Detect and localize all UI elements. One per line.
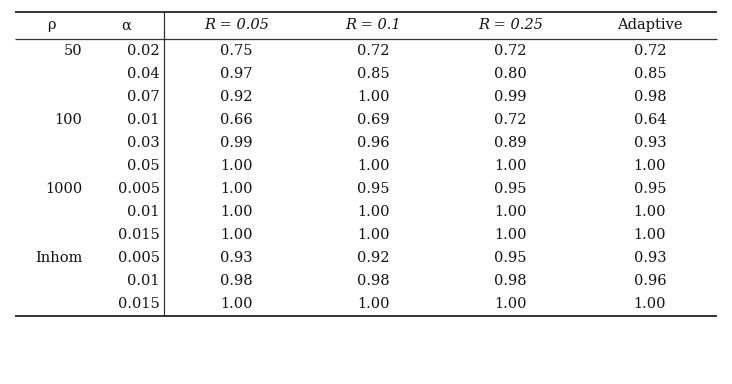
Text: 1.00: 1.00 bbox=[494, 159, 526, 173]
Text: 0.95: 0.95 bbox=[634, 182, 666, 196]
Text: 0.005: 0.005 bbox=[118, 251, 160, 265]
Text: 1.00: 1.00 bbox=[634, 228, 666, 242]
Text: 0.07: 0.07 bbox=[127, 90, 160, 104]
Text: 0.72: 0.72 bbox=[634, 44, 666, 58]
Text: 0.98: 0.98 bbox=[634, 90, 666, 104]
Text: 0.96: 0.96 bbox=[634, 274, 666, 288]
Text: 0.93: 0.93 bbox=[220, 251, 253, 265]
Text: 1.00: 1.00 bbox=[220, 159, 253, 173]
Text: 0.72: 0.72 bbox=[494, 113, 526, 127]
Text: 0.93: 0.93 bbox=[634, 251, 666, 265]
Text: 1.00: 1.00 bbox=[634, 205, 666, 219]
Text: 0.97: 0.97 bbox=[220, 67, 253, 81]
Text: 0.02: 0.02 bbox=[127, 44, 160, 58]
Text: 0.98: 0.98 bbox=[220, 274, 253, 288]
Text: 0.99: 0.99 bbox=[220, 136, 253, 150]
Text: 1.00: 1.00 bbox=[494, 297, 526, 311]
Text: 1.00: 1.00 bbox=[494, 228, 526, 242]
Text: 0.05: 0.05 bbox=[127, 159, 160, 173]
Text: 0.92: 0.92 bbox=[357, 251, 389, 265]
Text: 0.96: 0.96 bbox=[357, 136, 389, 150]
Text: Inhom: Inhom bbox=[35, 251, 83, 265]
Text: 0.72: 0.72 bbox=[494, 44, 526, 58]
Text: 0.95: 0.95 bbox=[357, 182, 389, 196]
Text: R = 0.25: R = 0.25 bbox=[478, 18, 543, 32]
Text: R = 0.05: R = 0.05 bbox=[204, 18, 269, 32]
Text: 1.00: 1.00 bbox=[634, 159, 666, 173]
Text: 1.00: 1.00 bbox=[357, 228, 389, 242]
Text: 1.00: 1.00 bbox=[220, 182, 253, 196]
Text: α: α bbox=[122, 18, 131, 32]
Text: 1.00: 1.00 bbox=[634, 297, 666, 311]
Text: R = 0.1: R = 0.1 bbox=[346, 18, 401, 32]
Text: 0.95: 0.95 bbox=[494, 182, 526, 196]
Text: 1.00: 1.00 bbox=[220, 205, 253, 219]
Text: 0.03: 0.03 bbox=[127, 136, 160, 150]
Text: 1.00: 1.00 bbox=[357, 205, 389, 219]
Text: 1.00: 1.00 bbox=[494, 205, 526, 219]
Text: 0.93: 0.93 bbox=[634, 136, 666, 150]
Text: 0.75: 0.75 bbox=[220, 44, 253, 58]
Text: 0.99: 0.99 bbox=[494, 90, 526, 104]
Text: 0.85: 0.85 bbox=[634, 67, 666, 81]
Text: 0.04: 0.04 bbox=[127, 67, 160, 81]
Text: 0.01: 0.01 bbox=[127, 205, 160, 219]
Text: 0.015: 0.015 bbox=[118, 297, 160, 311]
Text: 1000: 1000 bbox=[45, 182, 83, 196]
Text: 0.01: 0.01 bbox=[127, 274, 160, 288]
Text: 50: 50 bbox=[64, 44, 83, 58]
Text: 0.89: 0.89 bbox=[494, 136, 527, 150]
Text: Adaptive: Adaptive bbox=[617, 18, 683, 32]
Text: 0.01: 0.01 bbox=[127, 113, 160, 127]
Text: 0.85: 0.85 bbox=[357, 67, 389, 81]
Text: 0.98: 0.98 bbox=[494, 274, 527, 288]
Text: 0.80: 0.80 bbox=[494, 67, 527, 81]
Text: ρ: ρ bbox=[48, 18, 56, 32]
Text: 0.95: 0.95 bbox=[494, 251, 526, 265]
Text: 100: 100 bbox=[55, 113, 83, 127]
Text: 1.00: 1.00 bbox=[357, 90, 389, 104]
Text: 1.00: 1.00 bbox=[357, 159, 389, 173]
Text: 0.92: 0.92 bbox=[220, 90, 253, 104]
Text: 1.00: 1.00 bbox=[220, 297, 253, 311]
Text: 0.005: 0.005 bbox=[118, 182, 160, 196]
Text: 0.64: 0.64 bbox=[634, 113, 666, 127]
Text: 0.015: 0.015 bbox=[118, 228, 160, 242]
Text: 0.72: 0.72 bbox=[357, 44, 389, 58]
Text: 1.00: 1.00 bbox=[357, 297, 389, 311]
Text: 0.66: 0.66 bbox=[220, 113, 253, 127]
Text: 1.00: 1.00 bbox=[220, 228, 253, 242]
Text: 0.69: 0.69 bbox=[357, 113, 389, 127]
Text: 0.98: 0.98 bbox=[357, 274, 389, 288]
